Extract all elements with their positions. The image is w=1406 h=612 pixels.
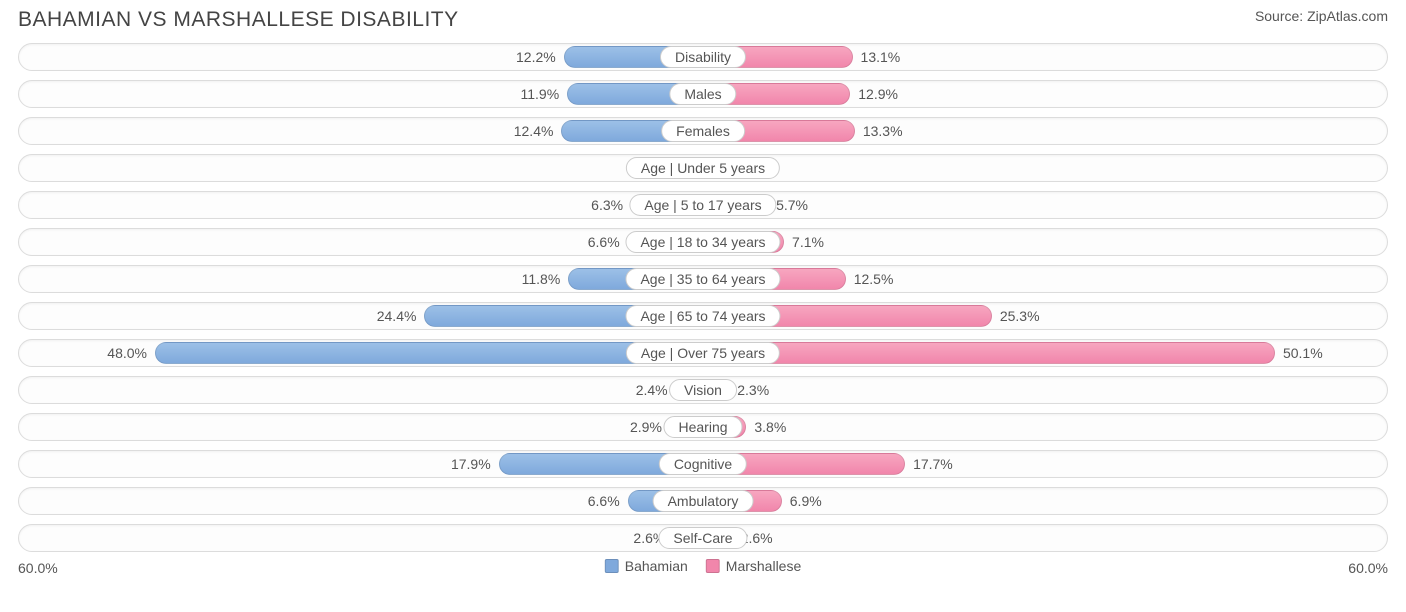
right-value-label: 12.9%: [858, 86, 898, 102]
chart-header: BAHAMIAN VS MARSHALLESE DISABILITY Sourc…: [0, 0, 1406, 36]
category-label: Age | 5 to 17 years: [629, 194, 776, 216]
left-value-label: 12.2%: [516, 49, 556, 65]
chart-row: 17.9% 17.7% Cognitive: [18, 447, 1388, 481]
category-label: Vision: [669, 379, 737, 401]
legend-swatch-marshallese: [706, 559, 720, 573]
chart-area: 12.2% 13.1% Disability 11.9% 12.9% Males 12.4%…: [0, 36, 1406, 555]
chart-row: 6.6% 6.9% Ambulatory: [18, 484, 1388, 518]
left-value-label: 2.4%: [636, 382, 668, 398]
left-bar: [155, 342, 703, 364]
right-value-label: 6.9%: [790, 493, 822, 509]
left-value-label: 11.8%: [522, 271, 561, 287]
chart-row: 2.6%2.6%Self-Care: [18, 521, 1388, 555]
category-label: Disability: [660, 46, 746, 68]
right-value-label: 25.3%: [1000, 308, 1040, 324]
left-value-label: 6.6%: [588, 493, 620, 509]
category-label: Age | Under 5 years: [626, 157, 780, 179]
right-bar-wrap: [703, 342, 1275, 364]
category-label: Age | Over 75 years: [626, 342, 780, 364]
chart-footer: 60.0% Bahamian Marshallese 60.0%: [0, 558, 1406, 582]
chart-row: 48.0% 50.1% Age | Over 75 years: [18, 336, 1388, 370]
chart-row: 2.9% 3.8% Hearing: [18, 410, 1388, 444]
right-value-label: 7.1%: [792, 234, 824, 250]
chart-row: 24.4% 25.3% Age | 65 to 74 years: [18, 299, 1388, 333]
chart-row: 2.4% 2.3%Vision: [18, 373, 1388, 407]
axis-max-right: 60.0%: [1348, 560, 1388, 576]
legend-item-bahamian: Bahamian: [605, 558, 688, 574]
right-value-label: 17.7%: [913, 456, 953, 472]
chart-row: 1.3%0.94%Age | Under 5 years: [18, 151, 1388, 185]
right-value-label: 13.1%: [861, 49, 901, 65]
category-label: Self-Care: [658, 527, 747, 549]
right-value-label: 5.7%: [776, 197, 808, 213]
right-value-label: 3.8%: [754, 419, 786, 435]
category-label: Age | 65 to 74 years: [625, 305, 780, 327]
chart-row: 11.8% 12.5% Age | 35 to 64 years: [18, 262, 1388, 296]
legend-item-marshallese: Marshallese: [706, 558, 801, 574]
legend-swatch-bahamian: [605, 559, 619, 573]
left-value-label: 48.0%: [107, 345, 147, 361]
chart-row: 12.2% 13.1% Disability: [18, 40, 1388, 74]
legend-label-bahamian: Bahamian: [625, 558, 688, 574]
category-label: Males: [669, 83, 736, 105]
right-value-label: 13.3%: [863, 123, 903, 139]
category-label: Ambulatory: [653, 490, 754, 512]
left-value-label: 17.9%: [451, 456, 491, 472]
category-label: Age | 18 to 34 years: [625, 231, 780, 253]
left-value-label: 2.9%: [630, 419, 662, 435]
chart-row: 6.6% 7.1% Age | 18 to 34 years: [18, 225, 1388, 259]
right-value-label: 2.3%: [737, 382, 769, 398]
category-label: Cognitive: [659, 453, 747, 475]
left-value-label: 6.6%: [588, 234, 620, 250]
axis-max-left: 60.0%: [18, 560, 58, 576]
chart-row: 12.4% 13.3% Females: [18, 114, 1388, 148]
left-bar-wrap: [155, 342, 703, 364]
left-value-label: 12.4%: [514, 123, 554, 139]
right-value-label: 12.5%: [854, 271, 894, 287]
left-value-label: 24.4%: [377, 308, 417, 324]
legend-label-marshallese: Marshallese: [726, 558, 801, 574]
left-value-label: 11.9%: [520, 86, 559, 102]
chart-row: 11.9% 12.9% Males: [18, 77, 1388, 111]
category-label: Females: [661, 120, 745, 142]
category-label: Hearing: [663, 416, 742, 438]
left-value-label: 6.3%: [591, 197, 623, 213]
chart-row: 6.3% 5.7%Age | 5 to 17 years: [18, 188, 1388, 222]
chart-source: Source: ZipAtlas.com: [1255, 8, 1388, 24]
category-label: Age | 35 to 64 years: [625, 268, 780, 290]
right-bar: [703, 342, 1275, 364]
right-value-label: 50.1%: [1283, 345, 1323, 361]
chart-title: BAHAMIAN VS MARSHALLESE DISABILITY: [18, 8, 459, 32]
legend: Bahamian Marshallese: [605, 558, 802, 574]
